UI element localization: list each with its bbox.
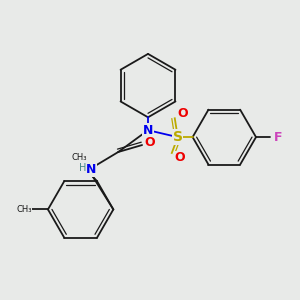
Text: O: O <box>177 107 188 120</box>
Text: O: O <box>145 136 155 148</box>
Text: S: S <box>173 130 183 144</box>
Text: N: N <box>86 163 97 176</box>
Text: CH₃: CH₃ <box>16 205 32 214</box>
Text: CH₃: CH₃ <box>71 153 87 162</box>
Text: O: O <box>174 152 185 164</box>
Text: H: H <box>79 163 86 173</box>
Text: F: F <box>274 130 282 144</box>
Text: N: N <box>143 124 153 137</box>
